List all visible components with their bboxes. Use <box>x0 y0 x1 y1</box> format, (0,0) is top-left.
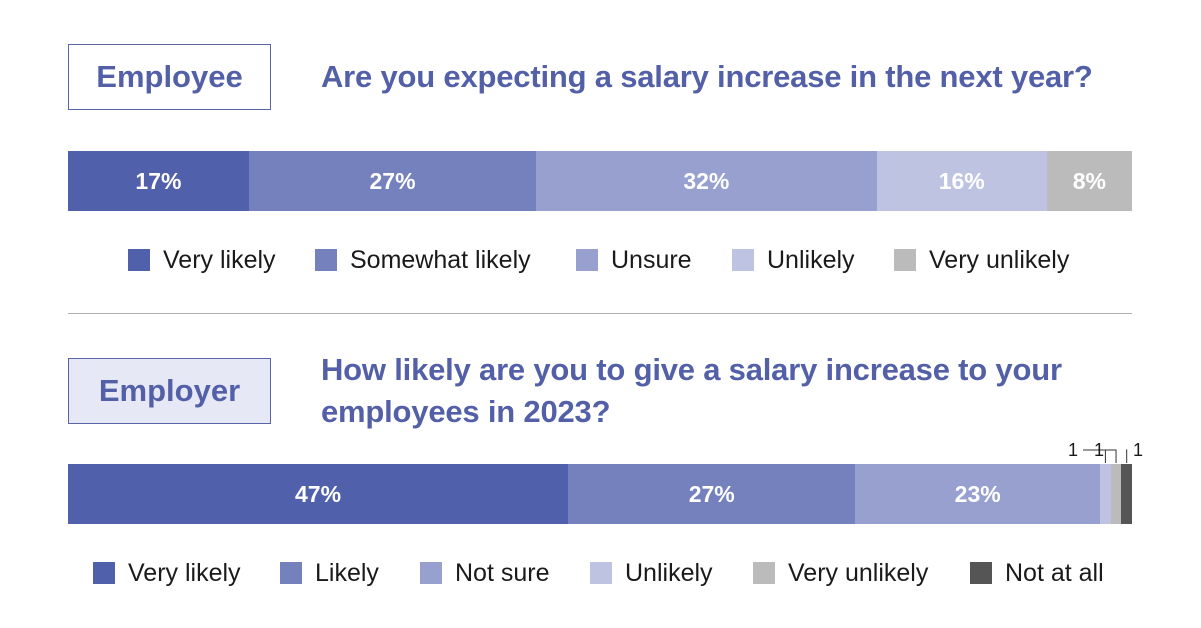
legend-label: Very unlikely <box>788 558 929 587</box>
bar-segment-very-likely: 17% <box>68 151 249 211</box>
legend-item-not-at-all: Not at all <box>970 556 1104 590</box>
legend-label: Unlikely <box>767 245 855 274</box>
legend-item-very-likely: Very likely <box>93 556 241 590</box>
bar-segment-somewhat-likely: 27% <box>248 151 537 211</box>
legend-swatch <box>753 562 775 584</box>
data-label-very-likely: 17% <box>135 167 182 194</box>
legend-swatch <box>732 249 754 271</box>
callout-label-very-unlikely: 1 <box>1094 440 1104 460</box>
legend-swatch <box>894 249 916 271</box>
legend-label: Not at all <box>1005 558 1104 587</box>
employer-stacked-bar: 47% 27% 23% <box>68 464 1132 524</box>
data-label-likely: 27% <box>688 480 735 507</box>
employer-question-title: How likely are you to give a salary incr… <box>321 352 1062 429</box>
legend-item-unlikely: Unlikely <box>732 243 855 277</box>
legend-label: Unlikely <box>625 558 713 587</box>
callout-line-unlikely <box>1083 449 1106 463</box>
section-divider <box>68 313 1132 314</box>
legend-swatch <box>590 562 612 584</box>
legend-item-very-unlikely: Very unlikely <box>894 243 1069 277</box>
legend-item-unsure: Unsure <box>576 243 692 277</box>
bar-segment-likely: 27% <box>568 464 856 524</box>
employee-stacked-bar: 17% 27% 32% 16% 8% <box>68 151 1132 211</box>
bar-segment-unlikely <box>1100 464 1111 524</box>
data-label-very-unlikely: 8% <box>1072 167 1107 194</box>
data-label-not-sure: 23% <box>954 480 1001 507</box>
bar-segment-very-unlikely <box>1110 464 1122 524</box>
legend-swatch <box>315 249 337 271</box>
callout-line-not-at-all <box>1126 449 1128 463</box>
data-label-very-likely: 47% <box>295 480 342 507</box>
legend-item-not-sure: Not sure <box>420 556 549 590</box>
data-label-unlikely: 16% <box>938 167 985 194</box>
callout-line-very-unlikely <box>1106 449 1117 463</box>
legend-label: Very likely <box>128 558 241 587</box>
legend-item-unlikely: Unlikely <box>590 556 713 590</box>
bar-segment-very-unlikely: 8% <box>1046 151 1132 211</box>
legend-label: Very likely <box>163 245 276 274</box>
legend-swatch <box>93 562 115 584</box>
data-label-somewhat-likely: 27% <box>369 167 416 194</box>
bar-segment-unsure: 32% <box>536 151 877 211</box>
legend-item-somewhat-likely: Somewhat likely <box>315 243 531 277</box>
legend-label: Not sure <box>455 558 550 587</box>
bar-segment-not-at-all <box>1121 464 1132 524</box>
legend-label: Very unlikely <box>929 245 1070 274</box>
employer-tag: Employer <box>68 358 271 424</box>
bar-segment-not-sure: 23% <box>855 464 1101 524</box>
legend-item-likely: Likely <box>280 556 379 590</box>
employee-tag: Employee <box>68 44 271 110</box>
callout-label-unlikely: 1 <box>1068 440 1078 460</box>
legend-item-very-likely: Very likely <box>128 243 276 277</box>
legend-swatch <box>420 562 442 584</box>
legend-label: Somewhat likely <box>350 245 531 274</box>
legend-label: Unsure <box>611 245 692 274</box>
legend-swatch <box>280 562 302 584</box>
employee-legend: Very likely Somewhat likely Unsure Unlikely… <box>0 243 1201 277</box>
data-label-unsure: 32% <box>683 167 730 194</box>
legend-label: Likely <box>315 558 379 587</box>
legend-swatch <box>970 562 992 584</box>
legend-swatch <box>128 249 150 271</box>
employee-question-title: Are you expecting a salary increase in t… <box>321 59 1093 94</box>
legend-swatch <box>576 249 598 271</box>
callout-label-not-at-all: 1 <box>1133 440 1143 460</box>
legend-item-very-unlikely: Very unlikely <box>753 556 928 590</box>
bar-segment-very-likely: 47% <box>68 464 569 524</box>
employer-legend: Very likely Likely Not sure Unlikely Very un… <box>0 556 1201 590</box>
bar-segment-unlikely: 16% <box>876 151 1047 211</box>
